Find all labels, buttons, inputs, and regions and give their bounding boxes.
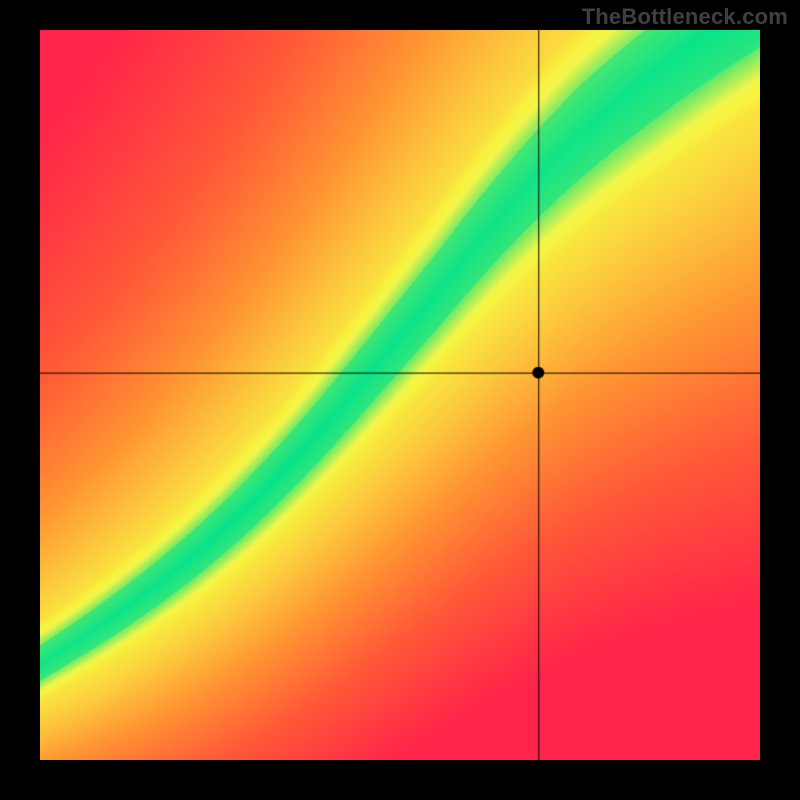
watermark-text: TheBottleneck.com bbox=[582, 4, 788, 30]
chart-plot-area bbox=[40, 30, 760, 760]
chart-container: TheBottleneck.com bbox=[0, 0, 800, 800]
heatmap-canvas bbox=[40, 30, 760, 760]
